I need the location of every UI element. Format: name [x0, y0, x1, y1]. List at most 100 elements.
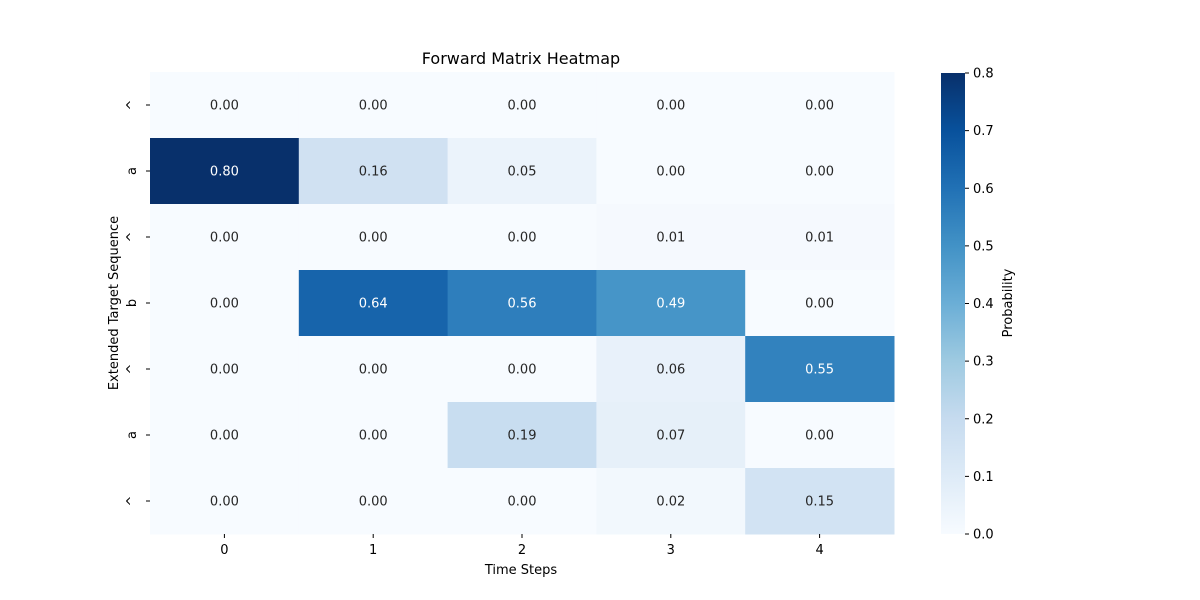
x-axis-label: Time Steps [484, 563, 558, 578]
cell-value-label: 0.06 [656, 363, 685, 378]
heatmap-cell [447, 468, 597, 535]
cell-value-label: 0.00 [359, 231, 388, 246]
heatmap-cell [596, 138, 746, 205]
heatmap-cell [745, 138, 895, 205]
cell-value-label: 0.01 [805, 231, 834, 246]
y-tick-label: a [125, 167, 140, 175]
cell-value-label: 0.00 [508, 363, 537, 378]
y-tick-label: ^ [125, 364, 140, 375]
y-tick-label: ^ [125, 100, 140, 111]
heatmap-cell [745, 72, 895, 139]
cell-value-label: 0.00 [210, 297, 239, 312]
x-tick-label: 1 [369, 543, 377, 558]
cell-value-label: 0.00 [210, 429, 239, 444]
x-tick-label: 4 [815, 543, 823, 558]
heatmap-cell [447, 72, 597, 139]
cell-value-label: 0.00 [210, 363, 239, 378]
y-tick-label: a [125, 431, 140, 439]
heatmap-cell [745, 468, 895, 535]
heatmap-cell [298, 270, 449, 337]
x-tick-label: 0 [220, 543, 228, 558]
x-tick-label: 2 [518, 543, 526, 558]
colorbar-tick-label: 0.7 [973, 124, 994, 139]
cell-value-label: 0.05 [508, 165, 537, 180]
heatmap-cell [298, 402, 449, 469]
colorbar-tick-label: 0.4 [973, 297, 994, 312]
colorbar-ticks: 0.0 0.1 0.2 0.3 0.4 0.5 0.6 0.7 0.8 [965, 67, 994, 543]
heatmap-cell [150, 270, 300, 337]
heatmap-cell [298, 138, 449, 205]
heatmap-cell [150, 468, 300, 535]
colorbar-tick-label: 0.6 [973, 182, 994, 197]
heatmap-cell [596, 270, 746, 337]
heatmap-cell [596, 72, 746, 139]
cell-value-label: 0.07 [656, 429, 685, 444]
heatmap-cell [745, 402, 895, 469]
colorbar: 0.0 0.1 0.2 0.3 0.4 0.5 0.6 0.7 0.8 Probability [941, 67, 1016, 543]
colorbar-tick-label: 0.5 [973, 239, 994, 254]
cell-value-label: 0.02 [656, 495, 685, 510]
heatmap-cells: 0.00 0.00 0.00 0.00 0.00 0.80 0.16 0.05 0.00 0.00… [150, 72, 895, 535]
cell-value-label: 0.00 [359, 495, 388, 510]
heatmap-cell [150, 336, 300, 403]
colorbar-tick-label: 0.0 [973, 528, 994, 543]
cell-value-label: 0.00 [210, 99, 239, 114]
heatmap-cell [596, 468, 746, 535]
cell-value-label: 0.00 [508, 99, 537, 114]
heatmap-cell [745, 270, 895, 337]
colorbar-tick-label: 0.2 [973, 412, 994, 427]
heatmap-cell [596, 336, 746, 403]
cell-value-label: 0.56 [508, 297, 537, 312]
cell-value-label: 0.00 [656, 99, 685, 114]
cell-value-label: 0.00 [359, 99, 388, 114]
colorbar-tick-label: 0.3 [973, 355, 994, 370]
cell-value-label: 0.00 [210, 231, 239, 246]
cell-value-label: 0.01 [656, 231, 685, 246]
heatmap-cell [447, 270, 597, 337]
cell-value-label: 0.00 [359, 363, 388, 378]
heatmap-cell [447, 402, 597, 469]
cell-value-label: 0.00 [508, 231, 537, 246]
cell-value-label: 0.19 [508, 429, 537, 444]
heatmap-cell [298, 72, 449, 139]
heatmap-cell [745, 336, 895, 403]
heatmap-cell [447, 138, 597, 205]
cell-value-label: 0.00 [210, 495, 239, 510]
chart-title: Forward Matrix Heatmap [422, 49, 620, 68]
colorbar-label: Probability [1001, 268, 1016, 337]
cell-value-label: 0.00 [805, 165, 834, 180]
heatmap-cell [745, 204, 895, 271]
cell-value-label: 0.00 [656, 165, 685, 180]
x-tick-label: 3 [667, 543, 675, 558]
x-axis-ticks: 0 1 2 3 4 [220, 534, 824, 558]
cell-value-label: 0.00 [359, 429, 388, 444]
heatmap-cell [150, 204, 300, 271]
heatmap-cell [596, 204, 746, 271]
cell-value-label: 0.16 [359, 165, 388, 180]
heatmap-cell [447, 204, 597, 271]
heatmap-cell [150, 72, 300, 139]
cell-value-label: 0.80 [210, 165, 239, 180]
heatmap-cell [596, 402, 746, 469]
colorbar-tick-label: 0.1 [973, 470, 994, 485]
y-tick-label: ^ [125, 232, 140, 243]
cell-value-label: 0.15 [805, 495, 834, 510]
heatmap-cell [298, 468, 449, 535]
colorbar-tick-label: 0.8 [973, 67, 994, 82]
heatmap-cell [447, 336, 597, 403]
heatmap-cell [298, 204, 449, 271]
cell-value-label: 0.00 [805, 297, 834, 312]
cell-value-label: 0.00 [805, 99, 834, 114]
cell-value-label: 0.55 [805, 363, 834, 378]
heatmap-cell [150, 138, 300, 205]
y-tick-label: b [125, 299, 140, 307]
cell-value-label: 0.00 [508, 495, 537, 510]
cell-value-label: 0.49 [656, 297, 685, 312]
y-axis-label: Extended Target Sequence [107, 216, 122, 390]
colorbar-gradient [941, 73, 965, 534]
y-axis-ticks: ^ a ^ b ^ a ^ [125, 100, 150, 506]
heatmap-cell [150, 402, 300, 469]
heatmap-cell [298, 336, 449, 403]
cell-value-label: 0.64 [359, 297, 388, 312]
